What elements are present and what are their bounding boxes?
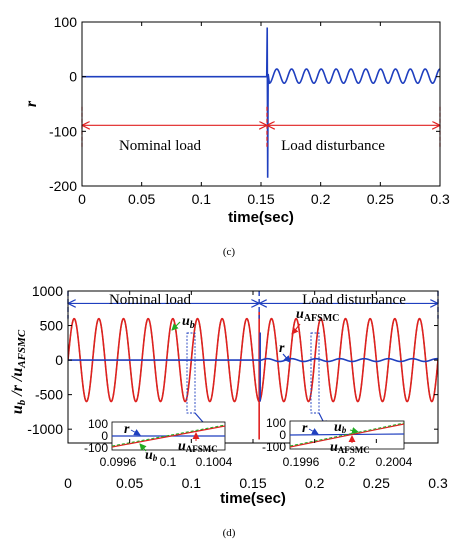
svg-text:-100: -100	[84, 441, 108, 455]
series-uafsmc-line	[68, 311, 438, 440]
svg-text:0.0996: 0.0996	[100, 455, 137, 469]
x-axis-ticks: 0 0.05 0.1 0.15 0.2 0.25 0.3	[64, 291, 448, 491]
y-tick-label: 1000	[32, 283, 63, 299]
x-tick-label: 0.2	[305, 475, 325, 491]
plot-frame	[81, 21, 441, 187]
svg-text:uAFSMC: uAFSMC	[296, 307, 339, 324]
chart-panel-c: 0 0.05 0.1 0.15 0.2 0.25 0.3 100 0 -100 -200 Nomi…	[23, 14, 450, 258]
caption-d: (d)	[223, 527, 236, 539]
inset-right: 100 0 -100 0.1996 0.2 0.2004 r ub uAFSMC	[262, 416, 413, 469]
svg-text:ub: ub	[182, 314, 195, 331]
x-axis-label: time(sec)	[228, 209, 294, 226]
chart-panel-d: Nominal load Load disturbance ub uAFSMC …	[9, 283, 448, 539]
y-tick-label: 0	[55, 352, 63, 368]
x-tick-label: 0.3	[428, 475, 448, 491]
svg-text:ub: ub	[145, 448, 158, 463]
y-tick-label: -100	[49, 123, 77, 139]
svg-text:r: r	[279, 341, 285, 356]
svg-text:0.2: 0.2	[339, 455, 356, 469]
y-axis-label: ub /r /uAFSMC	[9, 329, 28, 414]
label-uafsmc: uAFSMC	[291, 307, 339, 335]
x-tick-label: 0	[78, 191, 86, 207]
zoom-box-right	[310, 332, 320, 414]
x-tick-label: 0.1	[182, 475, 202, 491]
svg-text:-100: -100	[262, 440, 286, 454]
series-r-line	[82, 27, 440, 178]
x-tick-label: 0.05	[116, 475, 143, 491]
label-ub: ub	[171, 314, 195, 331]
svg-text:0: 0	[101, 429, 108, 443]
svg-text:0: 0	[279, 428, 286, 442]
inset-left: 100 0 -100 0.0996 0.1 0.1004 r ub uAFSMC	[84, 417, 233, 469]
svg-text:0.1996: 0.1996	[283, 455, 320, 469]
label-r: r	[279, 341, 291, 363]
x-tick-label: 0.15	[239, 475, 266, 491]
x-tick-label: 0.2	[311, 191, 331, 207]
svg-text:0.1: 0.1	[160, 455, 177, 469]
x-axis-label: time(sec)	[220, 490, 286, 507]
y-tick-label: 500	[40, 318, 64, 334]
x-tick-label: 0.25	[363, 475, 390, 491]
x-tick-label: 0	[64, 475, 72, 491]
y-tick-label: 100	[54, 14, 78, 30]
y-tick-label: -500	[35, 387, 63, 403]
svg-text:100: 100	[266, 416, 286, 430]
x-axis-ticks: 0 0.05 0.1 0.15 0.2 0.25 0.3	[78, 22, 450, 207]
x-tick-label: 0.3	[430, 191, 450, 207]
svg-text:0.1004: 0.1004	[196, 455, 233, 469]
y-axis-label: r	[23, 100, 40, 107]
svg-text:ub: ub	[334, 420, 347, 435]
y-tick-label: 0	[69, 69, 77, 85]
caption-c: (c)	[223, 246, 236, 258]
x-tick-label: 0.1	[192, 191, 212, 207]
y-tick-label: -1000	[27, 421, 63, 437]
x-tick-label: 0.15	[247, 191, 274, 207]
y-tick-label: -200	[49, 178, 77, 194]
annotation-nominal-load: Nominal load	[109, 292, 192, 308]
svg-text:uAFSMC: uAFSMC	[178, 439, 218, 454]
series-r-line	[68, 332, 438, 402]
y-axis-ticks: 100 0 -100 -200	[49, 14, 440, 194]
annotation-nominal-load: Nominal load	[119, 138, 202, 154]
x-tick-label: 0.05	[128, 191, 155, 207]
y-axis-ticks: 1000 500 0 -500 -1000	[27, 283, 438, 437]
x-tick-label: 0.25	[367, 191, 394, 207]
annotation-load-disturbance: Load disturbance	[302, 292, 406, 308]
annotation-load-disturbance: Load disturbance	[281, 138, 385, 154]
svg-text:uAFSMC: uAFSMC	[330, 440, 370, 455]
svg-text:0.2004: 0.2004	[376, 455, 413, 469]
zoom-box-left	[186, 332, 196, 414]
svg-text:100: 100	[88, 417, 108, 431]
svg-text:r: r	[302, 421, 308, 436]
svg-text:r: r	[124, 422, 130, 437]
